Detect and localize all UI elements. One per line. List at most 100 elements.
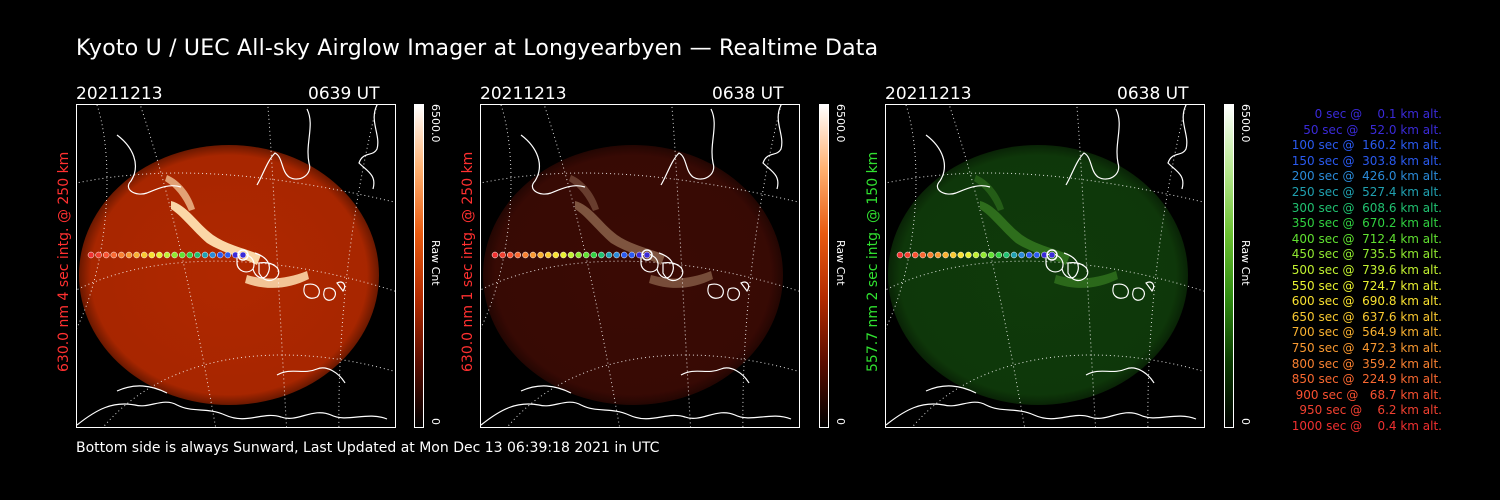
trajectory-point (1048, 251, 1056, 259)
panel-time: 0638 UT (1117, 84, 1189, 104)
trajectory-point (1010, 251, 1018, 259)
legend-row: 1000 sec @ 0.4 km alt. (1291, 418, 1442, 433)
legend-row: 900 sec @ 68.7 km alt. (1291, 387, 1442, 402)
legend-row: 400 sec @ 712.4 km alt. (1287, 231, 1442, 246)
trajectory-point (1003, 251, 1010, 259)
coastline (481, 401, 792, 426)
trajectory-point (620, 251, 628, 259)
trajectory-point (201, 251, 209, 259)
legend-row: 0 sec @ 0.1 km alt. (1303, 107, 1442, 121)
trajectory-point (896, 251, 904, 259)
legend-row: 150 sec @ 303.8 km alt. (1287, 153, 1442, 168)
trajectory-point (125, 251, 133, 259)
legend-row: 500 sec @ 739.6 km alt. (1287, 262, 1442, 277)
latitude-gridline (911, 354, 1204, 427)
trajectory-point (1033, 251, 1041, 259)
airglow-disk (888, 145, 1188, 405)
legend-row: 750 sec @ 472.3 km alt. (1287, 340, 1442, 355)
panel-side-label: 630.0 nm 1 sec intg. @ 250 km (460, 151, 476, 372)
panel-date: 20211213 (76, 84, 163, 104)
latitude-gridline (886, 172, 1204, 203)
panel-side-label: 630.0 nm 4 sec intg. @ 250 km (56, 151, 72, 372)
legend-row: 300 sec @ 608.6 km alt. (1287, 200, 1442, 215)
coastline (1132, 287, 1146, 301)
panel-side-label: 557.7 nm 2 sec intg. @ 150 km (865, 151, 881, 372)
trajectory-point (643, 251, 651, 259)
footer-note: Bottom side is always Sunward, Last Upda… (76, 440, 660, 456)
aurora-arc (171, 201, 261, 265)
trajectory-point (148, 251, 156, 259)
coastline (520, 134, 586, 195)
coastline (116, 385, 168, 394)
coastline (680, 367, 750, 384)
legend-row: 450 sec @ 735.5 km alt. (1287, 247, 1442, 262)
coastline (662, 262, 684, 282)
allsky-image-panel (76, 104, 396, 428)
latitude-gridline (102, 354, 395, 427)
trajectory-point (491, 251, 499, 259)
coastline (925, 385, 977, 394)
aurora-arc (569, 175, 599, 211)
station-marker (1046, 249, 1058, 261)
coastline (256, 108, 311, 186)
coastline (727, 287, 741, 301)
panel-date: 20211213 (885, 84, 972, 104)
trajectory-legend: 0 sec @ 0.1 km alt. 50 sec @ 52.0 km alt… (1260, 107, 1442, 434)
station-marker (641, 249, 653, 261)
trajectory-point (927, 251, 934, 259)
aurora-arc (980, 201, 1070, 265)
panel-time: 0638 UT (712, 84, 784, 104)
coastline (258, 262, 280, 282)
latitude-gridline (77, 172, 395, 203)
trajectory-point (995, 251, 1003, 259)
trajectory-point (186, 251, 194, 259)
legend-row: 550 sec @ 724.7 km alt. (1287, 278, 1442, 293)
aurora-arc (974, 175, 1004, 211)
trajectory-point (1018, 251, 1025, 259)
trajectory-point (613, 251, 620, 259)
colorbar-unit-label: Raw Cnt (429, 240, 442, 286)
trajectory-point (911, 251, 919, 259)
colorbar (819, 104, 829, 428)
trajectory-point (605, 251, 613, 259)
trajectory-point (118, 251, 125, 259)
colorbar-min-label: 0 (834, 418, 847, 425)
trajectory-point (582, 251, 590, 259)
trajectory-point (575, 251, 582, 259)
coastline (1085, 367, 1155, 384)
trajectory-point (224, 251, 232, 259)
trajectory-point (102, 251, 110, 259)
legend-row: 350 sec @ 670.2 km alt. (1287, 216, 1442, 231)
allsky-image (77, 105, 395, 427)
coastline (762, 105, 783, 190)
legend-row: 850 sec @ 224.9 km alt. (1287, 372, 1442, 387)
aurora-arc (1054, 271, 1118, 288)
trajectory-point (529, 251, 537, 259)
trajectory-point (965, 251, 972, 259)
trajectory-point (499, 251, 506, 259)
coastline (740, 281, 750, 293)
longitude-gridline (671, 105, 692, 427)
coastline (77, 401, 388, 426)
trajectory-point (942, 251, 949, 259)
trajectory-point (552, 251, 560, 259)
trajectory-point (628, 251, 636, 259)
latitude-gridline (481, 172, 799, 203)
trajectory-point (537, 251, 544, 259)
trajectory-point (987, 251, 995, 259)
colorbar-max-label: 6500.0 (1239, 104, 1252, 143)
panel-time: 0639 UT (308, 84, 380, 104)
coastline (925, 134, 991, 195)
coastline (707, 283, 724, 299)
allsky-image-panel (885, 104, 1205, 428)
trajectory-point (544, 251, 552, 259)
allsky-image (886, 105, 1204, 427)
trajectory-point (560, 251, 567, 259)
coastline (1167, 105, 1188, 190)
trajectory-point (156, 251, 163, 259)
colorbar (1224, 104, 1234, 428)
trajectory-point (514, 251, 522, 259)
coastline (303, 283, 320, 299)
trajectory-point (522, 251, 529, 259)
trajectory-point (598, 251, 605, 259)
